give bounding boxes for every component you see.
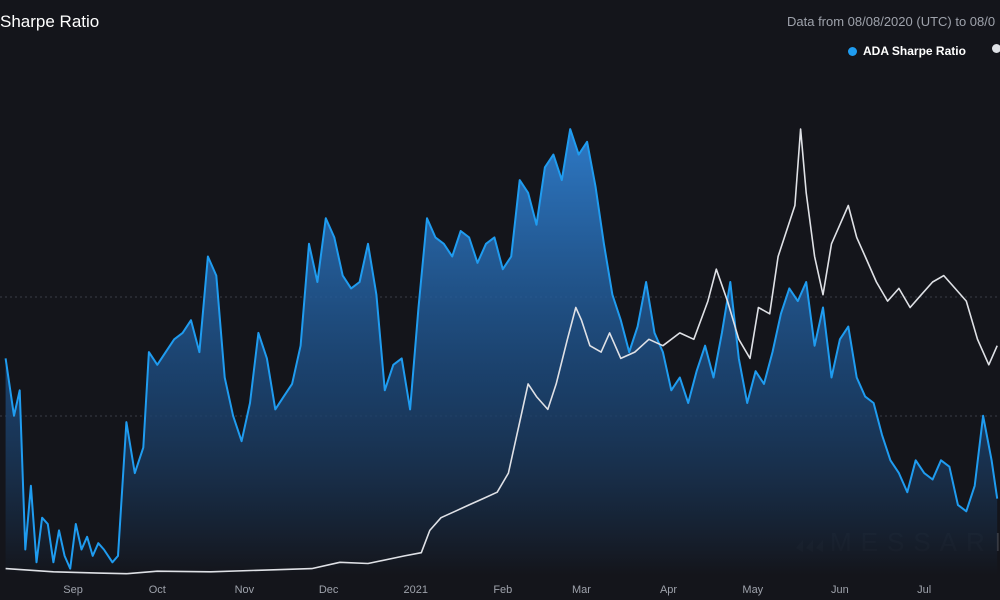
x-tick-label-jun: Jun	[831, 584, 849, 596]
legend: ADA Sharpe Ratio	[0, 44, 1000, 62]
x-tick-label-sep: Sep	[63, 584, 83, 596]
x-tick-label-oct: Oct	[149, 584, 166, 596]
x-tick-label-jul: Jul	[917, 584, 931, 596]
x-tick-label-dec: Dec	[319, 584, 339, 596]
legend-label-ada: ADA Sharpe Ratio	[863, 44, 966, 58]
x-tick-label-feb: Feb	[493, 584, 512, 596]
comparison-series-line	[5, 128, 998, 575]
x-tick-label-2021: 2021	[403, 584, 427, 596]
series-layer	[4, 128, 999, 575]
ada-area-fill	[5, 129, 998, 575]
ada-series-line	[4, 128, 999, 570]
legend-marker-comparison	[992, 44, 1000, 53]
chart-title: Sharpe Ratio	[0, 12, 100, 31]
legend-item-ada[interactable]: ADA Sharpe Ratio	[848, 44, 966, 58]
x-tick-label-nov: Nov	[235, 584, 255, 596]
legend-item-comparison[interactable]	[992, 44, 1000, 53]
x-tick-label-may: May	[742, 584, 763, 596]
x-axis: Sep Oct Nov Dec 2021 Feb Mar Apr May Jun Jul	[63, 584, 931, 596]
x-tick-label-mar: Mar	[572, 584, 591, 596]
x-tick-label-apr: Apr	[660, 584, 677, 596]
date-range-note: Data from 08/08/2020 (UTC) to 08/0	[787, 14, 996, 29]
legend-marker-ada	[848, 46, 857, 56]
